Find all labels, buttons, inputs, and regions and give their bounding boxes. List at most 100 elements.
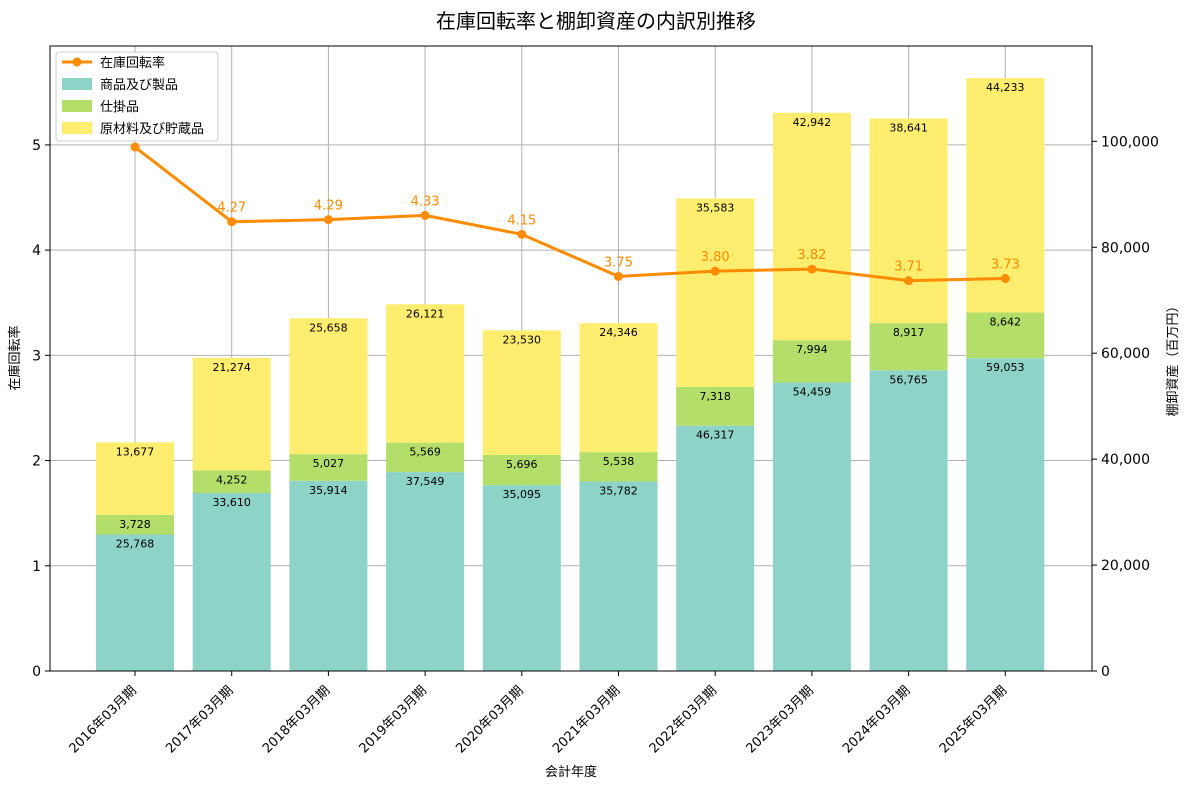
legend-swatch-wip: [62, 100, 92, 112]
turnover-value-label: 4.27: [217, 201, 246, 216]
bar-value-label: 13,677: [116, 445, 155, 458]
y-right-tick-label: 0: [1101, 664, 1110, 680]
turnover-point: [323, 215, 333, 225]
turnover-point: [614, 271, 623, 281]
bar-segment: [289, 480, 368, 671]
legend-swatch-materials: [62, 122, 92, 134]
bar-value-label: 59,053: [986, 361, 1025, 374]
bar-value-label: 35,583: [696, 201, 735, 214]
turnover-value-label: 3.73: [991, 258, 1020, 273]
turnover-point: [904, 276, 914, 286]
legend-label-products: 商品及び製品: [100, 78, 178, 93]
bar-value-label: 23,530: [503, 333, 542, 346]
bar-value-label: 7,994: [796, 343, 828, 356]
turnover-point: [517, 229, 527, 239]
bar-value-label: 24,346: [599, 326, 638, 339]
turnover-line: [134, 145, 1006, 283]
bar-segment: [289, 318, 368, 455]
bar-segment: [482, 330, 561, 455]
bar-value-label: 25,768: [116, 538, 155, 551]
bar-segment: [676, 386, 755, 426]
bar-segment: [96, 514, 174, 535]
y-axis-right-label: 棚卸資産（百万円）: [1165, 299, 1181, 416]
y-left-tick-label: 5: [32, 138, 41, 154]
legend-line-marker: [72, 57, 82, 67]
y-right-tick-label: 80,000: [1101, 240, 1150, 256]
turnover-value-label: 3.75: [604, 255, 633, 270]
x-tick-label: 2023年03月期: [743, 683, 816, 756]
bar-segment: [192, 492, 271, 671]
x-axis-label: 会計年度: [545, 764, 597, 780]
bar-value-label: 3,728: [119, 518, 151, 531]
bar-segment: [192, 357, 271, 471]
bar-value-label: 35,914: [309, 484, 348, 497]
bar-segment: [579, 452, 658, 482]
bar-segment: [869, 118, 948, 324]
x-tick-label: 2019年03月期: [357, 683, 430, 756]
bar-value-label: 5,027: [313, 457, 345, 470]
bar-value-label: 35,782: [599, 484, 638, 497]
bar-segment: [676, 425, 755, 671]
turnover-point: [807, 264, 817, 274]
turnover-value-label: 3.82: [797, 248, 826, 263]
legend-swatch-products: [62, 78, 92, 90]
bar-value-label: 56,765: [889, 373, 928, 386]
bar-value-label: 4,252: [216, 473, 248, 486]
bar-value-label: 44,233: [986, 81, 1025, 94]
turnover-point: [227, 217, 237, 227]
bar-segment: [192, 470, 271, 493]
x-tick-label: 2016年03月期: [67, 683, 140, 756]
y-right-tick-label: 20,000: [1101, 558, 1150, 574]
bar-value-label: 37,549: [406, 475, 445, 488]
y-right-tick-label: 40,000: [1101, 452, 1150, 468]
y-right-tick-label: 100,000: [1101, 134, 1159, 150]
bar-segment: [96, 534, 174, 671]
legend-label-turnover: 在庫回転率: [100, 55, 165, 71]
bar-segment: [482, 454, 561, 486]
bar-value-label: 54,459: [793, 386, 832, 399]
bar-segment: [869, 323, 948, 371]
turnover-point: [1000, 274, 1010, 284]
bar-value-label: 8,642: [990, 315, 1022, 328]
x-tick-label: 2024年03月期: [840, 683, 913, 756]
y-left-tick-label: 2: [32, 454, 41, 470]
bar-segment: [772, 340, 851, 383]
x-tick-label: 2022年03月期: [647, 683, 720, 756]
x-tick-label: 2025年03月期: [937, 683, 1010, 756]
turnover-point: [420, 210, 430, 220]
turnover-value-label: 4.33: [411, 194, 440, 209]
legend-label-materials: 原材料及び貯蔵品: [100, 122, 204, 137]
turnover-point: [710, 266, 720, 276]
turnover-value-label: 4.15: [507, 213, 536, 228]
bar-segment: [772, 112, 851, 341]
bar-value-label: 35,095: [503, 488, 542, 501]
bar-segment: [579, 323, 658, 453]
bar-value-label: 7,318: [699, 390, 731, 403]
plot-frame: [49, 45, 1093, 672]
bar-segment: [772, 382, 851, 671]
turnover-point: [130, 142, 140, 152]
bar-value-label: 42,942: [793, 116, 832, 129]
y-left-tick-label: 3: [32, 348, 41, 364]
y-axis-left-label: 在庫回転率: [7, 325, 23, 390]
bar-value-label: 38,641: [889, 121, 928, 134]
x-tick-label: 2021年03月期: [550, 683, 623, 756]
bar-value-label: 21,274: [212, 361, 251, 374]
bar-segment: [96, 442, 174, 515]
legend-frame: [55, 51, 219, 142]
y-left-tick-label: 1: [32, 559, 41, 575]
bar-segment: [386, 472, 465, 671]
bar-segment: [289, 454, 368, 481]
bar-value-label: 5,696: [506, 458, 538, 471]
y-left-tick-label: 0: [32, 664, 41, 680]
x-tick-label: 2020年03月期: [453, 683, 526, 756]
x-tick-label: 2018年03月期: [260, 683, 333, 756]
turnover-value-label: 3.80: [701, 250, 730, 265]
bar-segment: [482, 485, 561, 671]
y-left-tick-label: 4: [32, 243, 41, 259]
bar-segment: [966, 358, 1045, 671]
bar-value-label: 5,538: [603, 455, 635, 468]
bar-value-label: 5,569: [409, 446, 441, 459]
